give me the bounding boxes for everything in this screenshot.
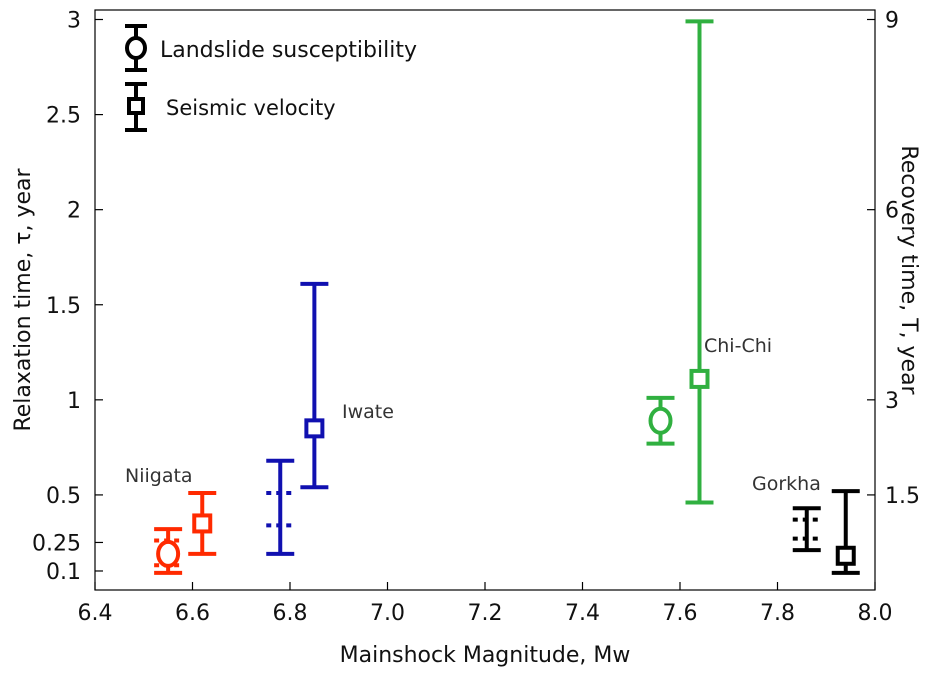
y2-tick-label: 6	[885, 199, 899, 224]
data-marks	[154, 19, 860, 575]
y2-tick-label: 9	[885, 9, 899, 34]
y-tick-label: 0.25	[32, 531, 81, 556]
x-tick-label: 6.8	[273, 601, 308, 626]
iwate-seismic-errorbar	[300, 281, 329, 490]
y-tick-label: 1	[67, 389, 81, 414]
gorkha-seismic-errorbar	[831, 489, 860, 575]
y2-tick-label: 3	[885, 389, 899, 414]
y-tick-label: 0.1	[46, 560, 81, 585]
legend-label-landslide: Landslide susceptibility	[160, 38, 417, 63]
x-tick-label: 7.8	[760, 601, 795, 626]
y-tick-label: 1.5	[46, 294, 81, 319]
gorkha-landslide-errorbar	[792, 506, 821, 553]
x-tick-label: 6.6	[175, 601, 210, 626]
legend-square-marker	[125, 82, 147, 132]
event-label-niigata: Niigata	[125, 465, 193, 487]
y-tick-label: 2.5	[46, 104, 81, 129]
x-axis: 6.4 6.6 6.8 7.0 7.2 7.4 7.6 7.8 8.0	[78, 582, 893, 626]
iwate-landslide-errorbar	[266, 458, 295, 556]
y2-tick-label: 1.5	[885, 484, 920, 509]
y2-axis-label: Recovery time, T, year	[896, 145, 921, 395]
square-marker	[835, 545, 856, 566]
event-label-chichi: Chi-Chi	[704, 335, 772, 357]
event-label-gorkha: Gorkha	[752, 473, 821, 495]
legend-label-seismic: Seismic velocity	[166, 96, 336, 120]
x-tick-label: 8.0	[858, 601, 893, 626]
square-marker	[689, 368, 710, 389]
niigata-landslide-errorbar	[154, 527, 183, 575]
y-tick-label: 2	[67, 199, 81, 224]
y-axis-right: 1.5 3 6 9	[867, 9, 920, 509]
chichi-landslide-errorbar	[646, 395, 675, 446]
niigata-seismic-errorbar	[188, 491, 217, 556]
event-label-iwate: Iwate	[342, 401, 394, 423]
circle-marker	[648, 406, 673, 435]
x-tick-label: 7.0	[370, 601, 405, 626]
x-axis-label: Mainshock Magnitude, Mw	[340, 643, 631, 668]
circle-marker	[156, 539, 181, 568]
x-tick-label: 6.4	[78, 601, 113, 626]
square-marker	[192, 513, 213, 534]
y-tick-label: 3	[67, 9, 81, 34]
y-tick-label: 0.5	[46, 484, 81, 509]
y-axis-label: Relaxation time, τ, year	[11, 168, 36, 432]
x-tick-label: 7.2	[468, 601, 503, 626]
x-tick-label: 7.4	[565, 601, 600, 626]
y-axis-left: 0.1 0.25 0.5 1 1.5 2 2.5 3	[32, 9, 103, 585]
legend: Landslide susceptibility Seismic velocit…	[125, 24, 417, 132]
chichi-seismic-errorbar	[685, 19, 714, 505]
square-marker	[304, 418, 325, 439]
legend-circle-marker	[125, 24, 147, 72]
x-tick-label: 7.6	[663, 601, 698, 626]
event-labels: Niigata Iwate Chi-Chi Gorkha	[125, 335, 821, 495]
